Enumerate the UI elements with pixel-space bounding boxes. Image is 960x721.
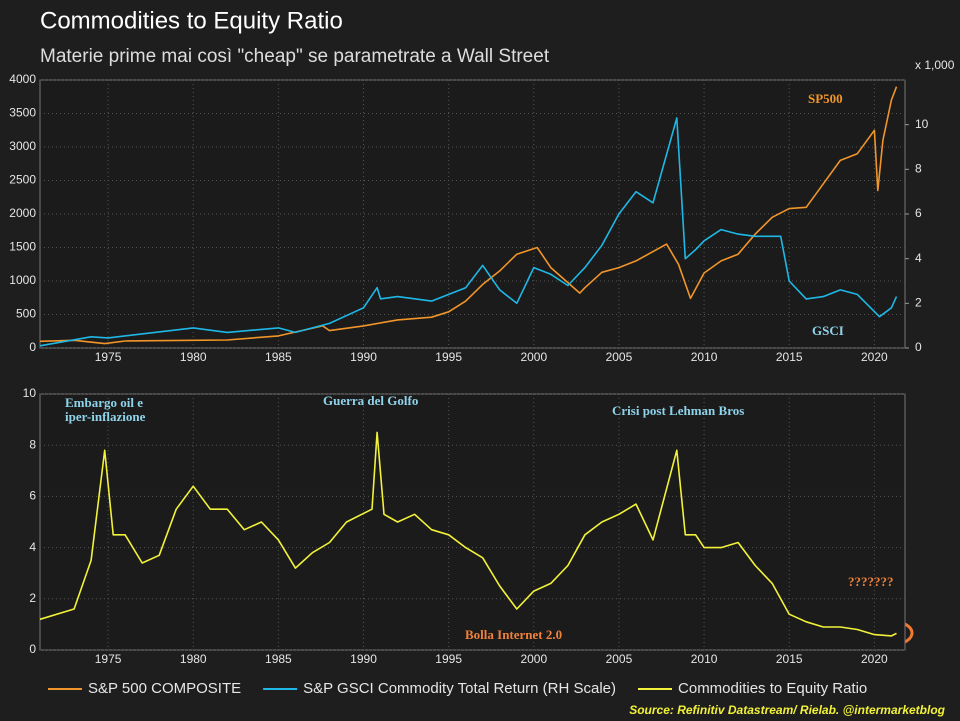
y-tick-label: 10 [23,386,37,400]
legend-label: Commodities to Equity Ratio [678,680,867,697]
y-tick-label: 1500 [9,240,36,254]
x-tick-label: 1990 [350,350,377,364]
x-tick-label: 1995 [435,652,462,666]
x-tick-label: 1975 [95,652,122,666]
y-tick-label: 0 [29,340,36,354]
x-tick-label: 2010 [691,652,718,666]
x-tick-label: 2005 [606,350,633,364]
annotation: Bolla Internet 2.0 [465,627,562,642]
y-tick-label: 4 [29,540,36,554]
x-tick-label: 1985 [265,350,292,364]
source-note: Source: Refinitiv Datastream/ Rielab. @i… [629,703,945,717]
x-tick-label: 2000 [520,350,547,364]
annotation: iper-inflazione [65,409,146,424]
y-tick-label: 0 [29,642,36,656]
x-tick-label: 1985 [265,652,292,666]
annotation: GSCI [812,323,844,338]
y-tick-label: 8 [29,437,36,451]
y-tick-label: 2 [29,591,36,605]
y-tick-label: 6 [29,489,36,503]
x-tick-label: 2000 [520,652,547,666]
y-tick-label: 2000 [9,206,36,220]
y-tick-label: 4000 [9,72,36,86]
y-tick-label: 3500 [9,106,36,120]
y2-axis-label: x 1,000 [915,58,955,72]
x-tick-label: 1980 [180,350,207,364]
annotation: ??????? [848,574,894,589]
series-line [39,117,898,347]
x-tick-label: 2005 [606,652,633,666]
y2-tick-label: 2 [915,296,922,310]
series-line [39,431,897,637]
y2-tick-label: 6 [915,206,922,220]
x-tick-label: 2010 [691,350,718,364]
x-tick-label: 2020 [861,652,888,666]
plot-area [39,393,906,651]
annotation: SP500 [808,91,843,106]
x-tick-label: 1990 [350,652,377,666]
chart-subtitle: Materie prime mai così "cheap" se parame… [40,46,550,67]
y2-tick-label: 8 [915,162,922,176]
y2-tick-label: 0 [915,340,922,354]
x-tick-label: 2015 [776,350,803,364]
x-tick-label: 2020 [861,350,888,364]
y2-tick-label: 4 [915,251,922,265]
annotation: Embargo oil e [65,395,143,410]
y-tick-label: 3000 [9,139,36,153]
legend-label: S&P GSCI Commodity Total Return (RH Scal… [303,680,616,697]
y-tick-label: 500 [16,307,36,321]
x-tick-label: 1980 [180,652,207,666]
y-tick-label: 2500 [9,173,36,187]
x-tick-label: 1995 [435,350,462,364]
x-tick-label: 1975 [95,350,122,364]
y2-tick-label: 10 [915,117,929,131]
annotation: Crisi post Lehman Bros [612,403,744,418]
annotation: Guerra del Golfo [323,393,418,408]
chart-title: Commodities to Equity Ratio [40,7,343,34]
x-tick-label: 2015 [776,652,803,666]
y-tick-label: 1000 [9,273,36,287]
legend-label: S&P 500 COMPOSITE [88,680,241,697]
